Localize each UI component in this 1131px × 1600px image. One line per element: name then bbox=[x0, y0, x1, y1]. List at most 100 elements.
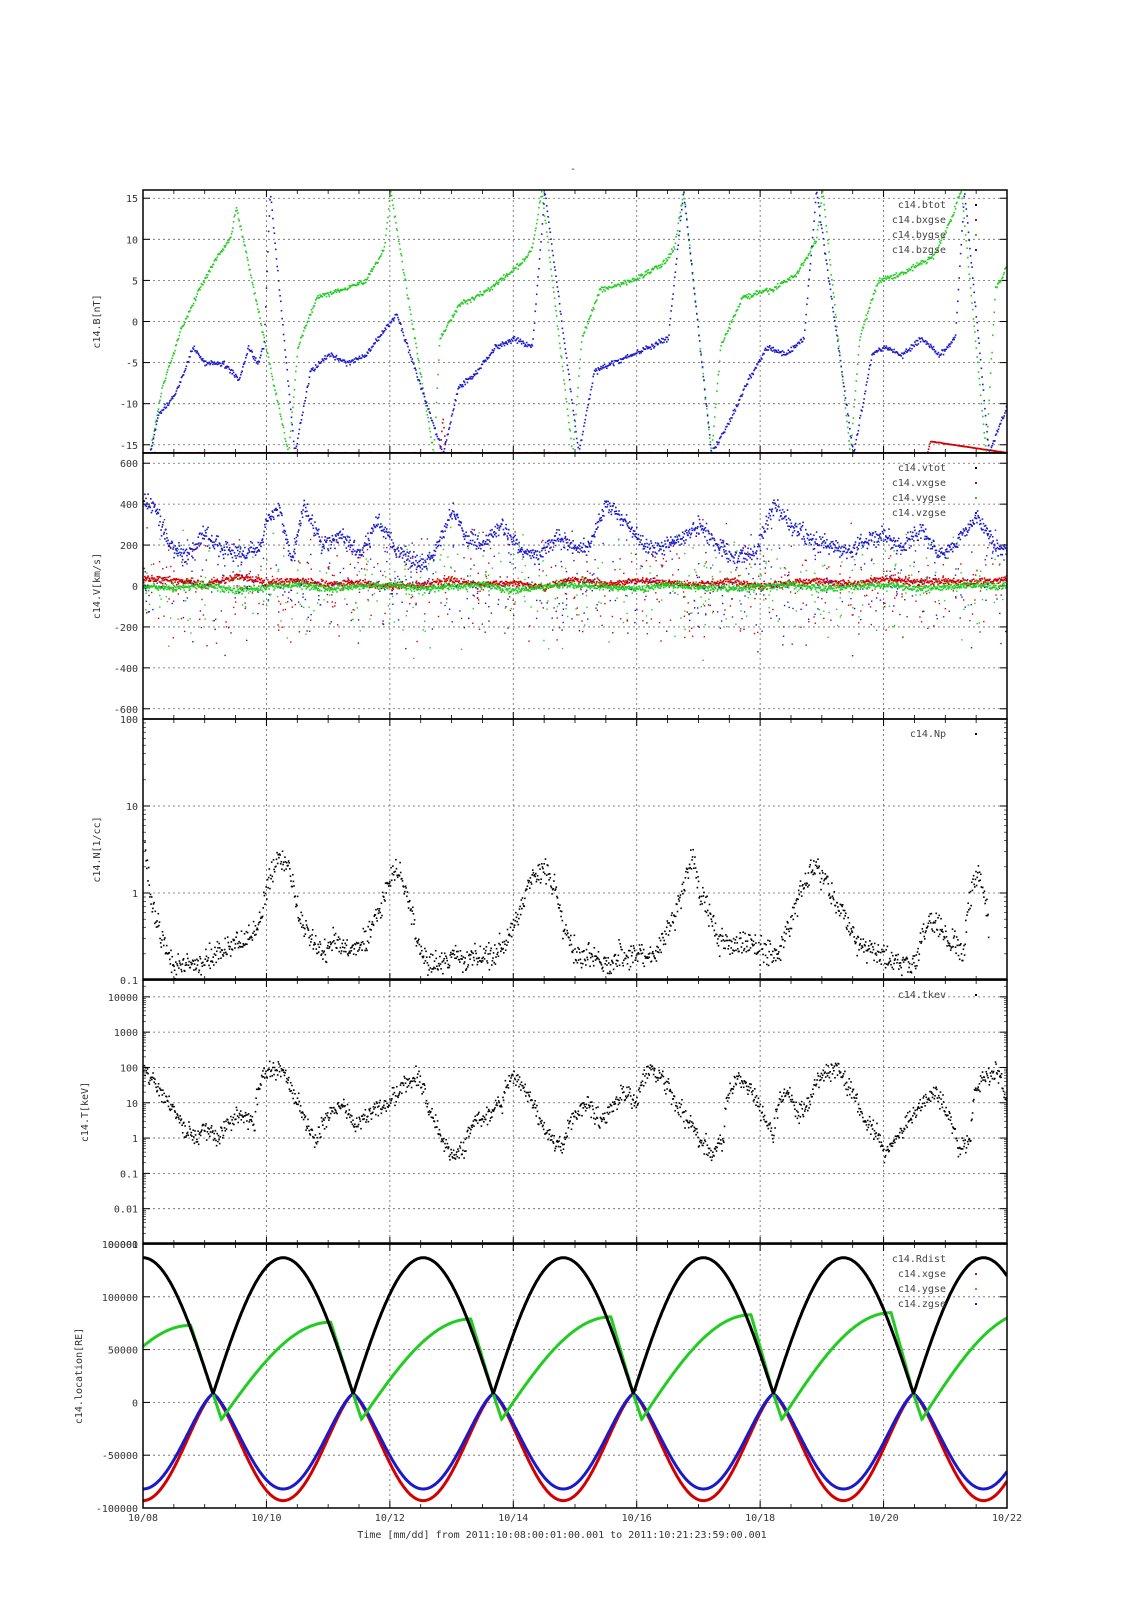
data-point bbox=[245, 250, 247, 253]
data-point bbox=[232, 220, 235, 223]
data-point bbox=[888, 277, 890, 280]
data-point bbox=[225, 367, 228, 369]
data-point bbox=[711, 439, 714, 441]
data-point bbox=[538, 202, 541, 204]
data-point bbox=[1002, 417, 1005, 419]
y-tick-label: -5 bbox=[126, 359, 138, 370]
legend-marker bbox=[975, 204, 977, 206]
data-point bbox=[957, 300, 959, 303]
data-point bbox=[433, 424, 435, 427]
data-point bbox=[511, 340, 514, 342]
data-point bbox=[481, 294, 484, 297]
data-point bbox=[871, 299, 873, 301]
data-point bbox=[260, 324, 263, 327]
data-point bbox=[823, 244, 825, 246]
data-point bbox=[947, 224, 949, 227]
data-point bbox=[310, 313, 312, 316]
data-point bbox=[854, 390, 857, 392]
data-point bbox=[829, 259, 831, 261]
data-point bbox=[871, 353, 874, 355]
data-point bbox=[826, 239, 829, 242]
data-point bbox=[455, 311, 458, 313]
data-point bbox=[178, 334, 181, 337]
data-point bbox=[996, 286, 998, 289]
data-point bbox=[836, 340, 839, 342]
data-point bbox=[225, 242, 228, 245]
data-point bbox=[806, 257, 809, 260]
data-point bbox=[611, 286, 614, 289]
data-point bbox=[849, 428, 851, 430]
data-point bbox=[675, 236, 677, 238]
data-point bbox=[506, 275, 509, 277]
data-point bbox=[646, 346, 648, 348]
data-point bbox=[279, 295, 281, 297]
data-point bbox=[462, 385, 464, 388]
data-point bbox=[392, 207, 395, 210]
data-point bbox=[845, 403, 847, 405]
data-point bbox=[558, 295, 560, 298]
data-point bbox=[164, 377, 167, 380]
data-point bbox=[347, 361, 350, 364]
data-point bbox=[512, 336, 514, 339]
data-point bbox=[458, 304, 460, 307]
data-point bbox=[860, 333, 863, 335]
data-point bbox=[491, 288, 494, 291]
data-point bbox=[518, 265, 520, 267]
data-point bbox=[406, 342, 409, 345]
data-point bbox=[631, 280, 633, 283]
data-point bbox=[245, 251, 248, 254]
data-point bbox=[274, 242, 276, 244]
data-point bbox=[657, 343, 659, 345]
data-point bbox=[796, 272, 798, 274]
data-point bbox=[426, 414, 429, 416]
data-point bbox=[197, 352, 199, 354]
data-point bbox=[437, 373, 439, 376]
data-point bbox=[655, 341, 657, 344]
data-point bbox=[917, 264, 920, 266]
data-point bbox=[798, 270, 800, 272]
data-point bbox=[658, 264, 660, 267]
data-point bbox=[453, 314, 455, 317]
data-point bbox=[737, 403, 740, 406]
data-point bbox=[382, 332, 384, 334]
data-point bbox=[177, 338, 180, 340]
data-point bbox=[247, 264, 250, 266]
data-point bbox=[897, 275, 900, 278]
data-point bbox=[485, 360, 487, 362]
data-point bbox=[676, 233, 678, 236]
data-point bbox=[585, 327, 588, 329]
data-point bbox=[419, 372, 421, 374]
data-point bbox=[570, 437, 572, 440]
data-point bbox=[861, 329, 863, 332]
data-point bbox=[187, 315, 189, 318]
data-point bbox=[653, 347, 655, 349]
data-point bbox=[846, 404, 848, 406]
data-point bbox=[360, 357, 363, 359]
data-point bbox=[825, 259, 827, 261]
data-point bbox=[651, 268, 653, 271]
data-point bbox=[702, 372, 705, 375]
data-point bbox=[492, 351, 494, 354]
data-point bbox=[931, 348, 934, 351]
data-point bbox=[292, 440, 295, 443]
data-point bbox=[350, 360, 353, 362]
data-point bbox=[168, 401, 171, 404]
data-point bbox=[971, 302, 973, 304]
data-point bbox=[739, 395, 742, 398]
data-point bbox=[230, 233, 233, 235]
data-point bbox=[532, 242, 534, 245]
data-point bbox=[493, 347, 496, 350]
data-point bbox=[328, 353, 331, 356]
data-point bbox=[284, 437, 286, 440]
data-point bbox=[951, 341, 953, 344]
data-point bbox=[982, 383, 984, 386]
data-point bbox=[909, 269, 912, 271]
data-point bbox=[796, 270, 799, 273]
data-point bbox=[601, 366, 604, 369]
data-point bbox=[593, 373, 595, 375]
data-point bbox=[288, 393, 291, 396]
data-point bbox=[587, 322, 589, 325]
data-point bbox=[807, 285, 810, 287]
data-point bbox=[463, 299, 465, 301]
data-point bbox=[776, 283, 779, 285]
